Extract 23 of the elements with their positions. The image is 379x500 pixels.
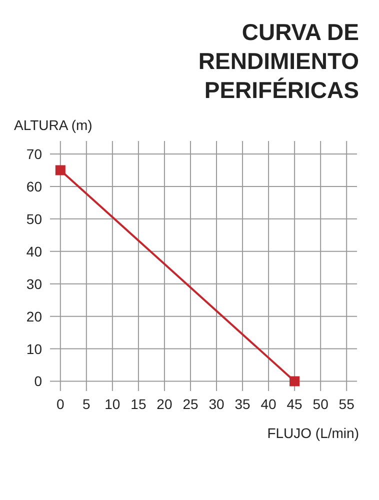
x-tick-label: 25 [182, 396, 198, 412]
x-tick-label: 35 [234, 396, 251, 412]
x-tick-label: 10 [104, 396, 120, 412]
x-tick-label: 5 [82, 396, 91, 412]
x-tick-label: 20 [156, 396, 172, 412]
y-axis-title: ALTURA (m) [14, 117, 94, 133]
x-tick-label: 50 [312, 396, 329, 412]
x-tick-label: 45 [286, 396, 303, 412]
chart-title: CURVA DE RENDIMIENTO PERIFÉRICAS [197, 18, 360, 105]
y-tick-label: 10 [26, 340, 42, 357]
y-tick-label: 20 [26, 308, 42, 324]
x-tick-label: 55 [338, 396, 355, 412]
x-tick-label: 30 [208, 396, 225, 412]
y-tick-label: 70 [26, 146, 42, 162]
y-tick-label: 50 [26, 210, 42, 227]
y-tick-label: 60 [26, 178, 42, 194]
x-tick-label: 15 [130, 396, 146, 412]
x-tick-label: 40 [260, 396, 277, 412]
y-tick-label: 0 [34, 373, 42, 390]
y-tick-label: 40 [26, 243, 42, 260]
y-tick-label: 30 [26, 276, 42, 292]
x-axis-title: FLUJO (L/min) [266, 425, 360, 441]
x-tick-label: 0 [56, 396, 65, 412]
